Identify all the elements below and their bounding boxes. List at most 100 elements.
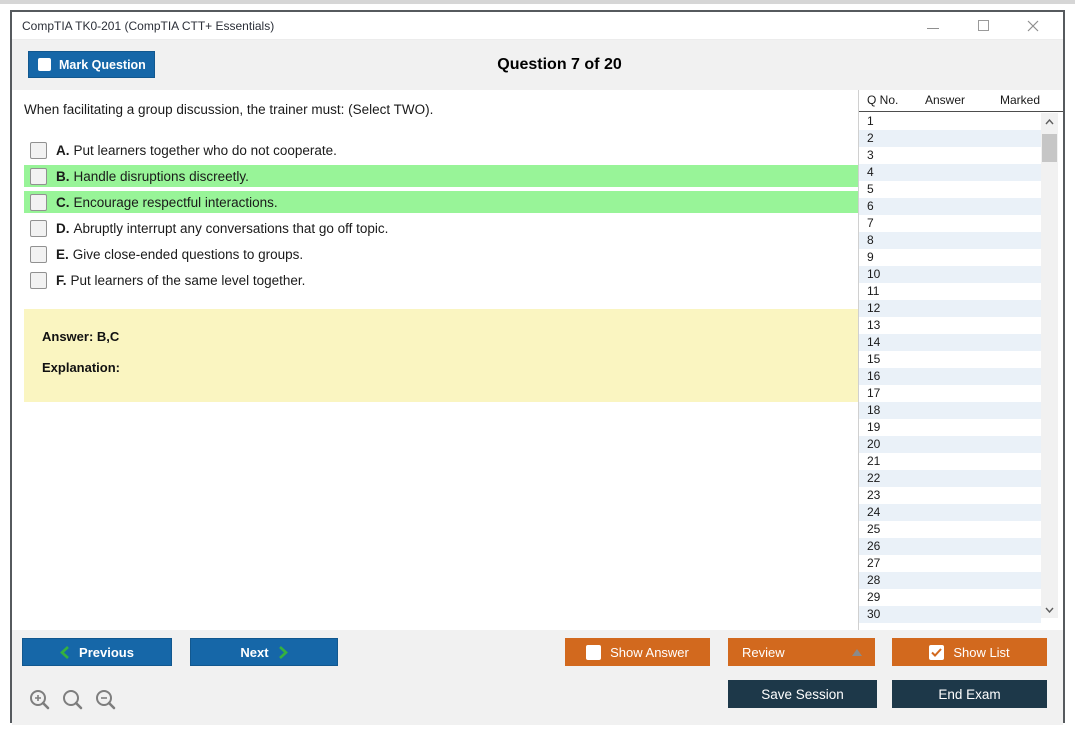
previous-button[interactable]: Previous: [22, 638, 172, 666]
scrollbar-thumb[interactable]: [1042, 134, 1057, 162]
qlist-row[interactable]: 26: [859, 538, 1041, 555]
qlist-row[interactable]: 29: [867, 590, 881, 604]
option-label: C. Encourage respectful interactions.: [56, 194, 278, 210]
zoom-reset-icon[interactable]: [61, 688, 85, 712]
column-header-qno: Q No.: [867, 93, 899, 107]
qlist-row[interactable]: 22: [859, 470, 1041, 487]
chevron-left-icon: [60, 645, 69, 659]
qlist-row[interactable]: 24: [859, 504, 1041, 521]
previous-label: Previous: [79, 644, 134, 660]
qlist-row[interactable]: 7: [867, 216, 874, 230]
zoom-out-icon[interactable]: [94, 688, 118, 712]
qlist-row[interactable]: 11: [867, 284, 880, 298]
option-label: F. Put learners of the same level togethe…: [56, 272, 306, 288]
option-checkbox[interactable]: [30, 193, 47, 211]
answer-options: A. Put learners together who do not coope…: [22, 139, 860, 291]
option-checkbox[interactable]: [30, 219, 47, 237]
option-label: B. Handle disruptions discreetly.: [56, 168, 249, 184]
show-list-checkbox-icon: [929, 644, 945, 660]
answer-option-row[interactable]: B. Handle disruptions discreetly.: [24, 165, 860, 187]
save-session-label: Save Session: [761, 686, 844, 702]
review-label: Review: [742, 644, 785, 660]
explanation-label: Explanation:: [42, 360, 121, 375]
question-counter: Question 7 of 20: [497, 56, 622, 73]
next-label: Next: [240, 644, 269, 660]
qlist-row[interactable]: 4: [859, 164, 1041, 181]
zoom-in-icon[interactable]: [28, 688, 52, 712]
question-content: When facilitating a group discussion, th…: [12, 90, 860, 630]
qlist-row[interactable]: 25: [867, 522, 881, 536]
qlist-row[interactable]: 10: [859, 266, 1041, 283]
qlist-row[interactable]: 1: [867, 114, 874, 128]
maximize-icon[interactable]: [975, 18, 991, 34]
minimize-icon[interactable]: [925, 18, 941, 34]
mark-question-label: Mark Question: [59, 57, 146, 72]
show-answer-button[interactable]: Show Answer: [565, 638, 710, 666]
end-exam-label: End Exam: [938, 686, 1001, 702]
show-answer-checkbox-icon: [586, 644, 602, 660]
answer-option-row[interactable]: C. Encourage respectful interactions.: [24, 191, 860, 213]
answer-label: Answer: B,C: [42, 329, 120, 344]
close-icon[interactable]: [1025, 18, 1041, 34]
answer-option-row[interactable]: D. Abruptly interrupt any conversations t…: [24, 217, 860, 239]
qlist-row[interactable]: 9: [867, 250, 874, 264]
mark-question-button[interactable]: Mark Question: [28, 51, 155, 78]
answer-option-row[interactable]: F. Put learners of the same level togethe…: [24, 269, 860, 291]
qlist-row[interactable]: 18: [859, 402, 1041, 419]
option-checkbox[interactable]: [30, 141, 47, 159]
footer-bar: Previous Next Show Answer Review Show Li…: [12, 630, 1063, 725]
triangle-up-icon: [852, 649, 862, 656]
option-checkbox[interactable]: [30, 271, 47, 289]
qlist-row[interactable]: 3: [867, 148, 874, 162]
column-header-marked: Marked: [1000, 93, 1041, 107]
chevron-right-icon: [278, 645, 288, 659]
show-list-label: Show List: [953, 644, 1010, 660]
qlist-row[interactable]: 20: [859, 436, 1041, 453]
show-answer-label: Show Answer: [610, 644, 689, 660]
zoom-controls: [28, 688, 118, 712]
question-list-header: Q No. Answer Marked: [859, 90, 1063, 112]
qlist-row[interactable]: 13: [867, 318, 881, 332]
qlist-row[interactable]: 19: [867, 420, 881, 434]
question-text: When facilitating a group discussion, th…: [24, 102, 434, 117]
scroll-up-icon[interactable]: [1041, 113, 1058, 130]
question-list-rows: 1 2 3 4 5 6 7 8 9 10 11 12 13 14 15 16 17 18 19 20 21 22 23 24 2…: [859, 113, 1041, 624]
answer-option-row[interactable]: E. Give close-ended questions to groups.: [24, 243, 860, 265]
qlist-row[interactable]: 27: [867, 556, 881, 570]
question-list-scrollbar[interactable]: [1041, 113, 1058, 618]
qlist-row[interactable]: 21: [867, 454, 881, 468]
option-label: E. Give close-ended questions to groups.: [56, 246, 304, 262]
option-checkbox[interactable]: [30, 245, 47, 263]
answer-option-row[interactable]: A. Put learners together who do not coope…: [24, 139, 860, 161]
save-session-button[interactable]: Save Session: [728, 680, 877, 708]
qlist-row[interactable]: 28: [859, 572, 1041, 589]
qlist-row[interactable]: 30: [859, 606, 1041, 623]
qlist-row[interactable]: 17: [867, 386, 881, 400]
column-header-answer: Answer: [925, 93, 966, 107]
header-strip: Mark Question Question 7 of 20: [12, 40, 1063, 90]
question-list-panel: Q No. Answer Marked 1 2 3 4 5 6 7 8 9 10 11 12 13 14 1…: [858, 90, 1063, 630]
window-title: CompTIA TK0-201 (CompTIA CTT+ Essentials…: [22, 18, 275, 33]
qlist-row[interactable]: 5: [867, 182, 874, 196]
scroll-down-icon[interactable]: [1041, 601, 1058, 618]
qlist-row[interactable]: 14: [859, 334, 1041, 351]
qlist-row[interactable]: 16: [859, 368, 1041, 385]
main-area: When facilitating a group discussion, th…: [12, 90, 1063, 630]
qlist-row[interactable]: 2: [859, 130, 1041, 147]
option-checkbox[interactable]: [30, 167, 47, 185]
titlebar: CompTIA TK0-201 (CompTIA CTT+ Essentials…: [12, 12, 1063, 40]
qlist-row[interactable]: 8: [859, 232, 1041, 249]
review-button[interactable]: Review: [728, 638, 875, 666]
end-exam-button[interactable]: End Exam: [892, 680, 1047, 708]
window-controls: [925, 18, 1055, 34]
option-label: A. Put learners together who do not coope…: [56, 142, 337, 158]
option-label: D. Abruptly interrupt any conversations t…: [56, 220, 389, 236]
qlist-row[interactable]: 6: [859, 198, 1041, 215]
qlist-row[interactable]: 12: [859, 300, 1041, 317]
qlist-row[interactable]: 23: [867, 488, 881, 502]
answer-explanation-box: Answer: B,C Explanation:: [24, 309, 860, 402]
show-list-button[interactable]: Show List: [892, 638, 1047, 666]
qlist-row[interactable]: 15: [867, 352, 881, 366]
mark-question-checkbox-icon: [38, 58, 51, 71]
next-button[interactable]: Next: [190, 638, 338, 666]
